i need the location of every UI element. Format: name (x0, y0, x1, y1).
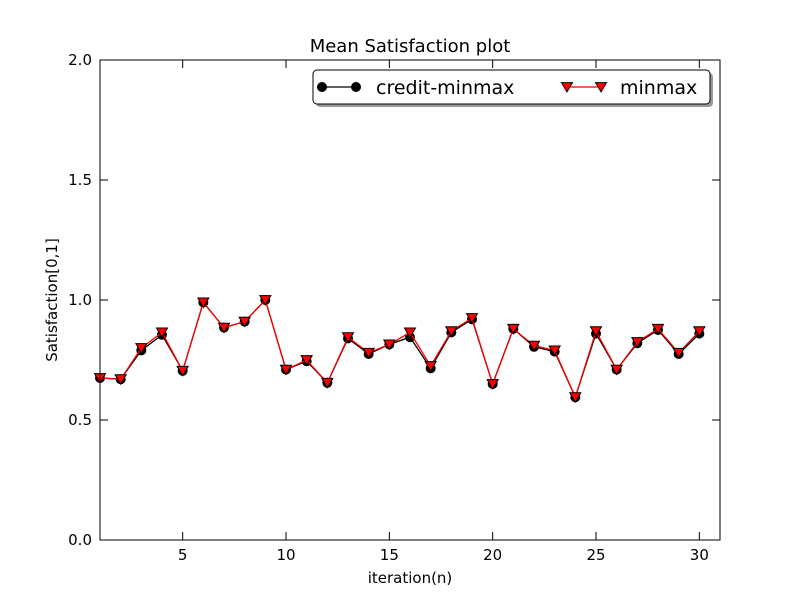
plot-frame (99, 59, 721, 541)
y-axis-title: Satisfaction[0,1] (43, 238, 61, 362)
legend-marker-credit-minmax (317, 82, 327, 92)
x-tick-label: 25 (586, 546, 605, 564)
data-point-minmax (176, 365, 190, 377)
data-point-minmax (258, 295, 272, 306)
data-point-minmax (651, 323, 665, 335)
chart-title: Mean Satisfaction plot (310, 36, 511, 57)
x-tick-label: 30 (690, 546, 709, 564)
data-point-minmax (362, 347, 376, 359)
legend-marker-minmax (594, 82, 608, 93)
series-line-minmax (99, 298, 700, 400)
x-tick-label: 5 (178, 546, 188, 564)
data-point-minmax (320, 377, 334, 389)
data-point-minmax (444, 326, 458, 338)
x-tick-label: 15 (380, 546, 399, 564)
legend: credit-minmax minmax (312, 69, 713, 107)
data-point-minmax (568, 392, 582, 404)
legend-box (312, 69, 711, 105)
data-point-minmax (155, 327, 169, 339)
x-tick-label: 20 (483, 546, 502, 564)
data-point-minmax (279, 364, 293, 376)
series-minmax (93, 295, 706, 404)
y-tick-label: 1.5 (68, 171, 92, 189)
data-point-minmax (134, 343, 148, 354)
data-point-minmax (672, 347, 686, 359)
y-tick-label: 0.0 (68, 531, 92, 549)
legend-marker-minmax (560, 82, 574, 93)
x-axis-title: iteration(n) (368, 569, 453, 587)
y-tick-label: 1.0 (68, 291, 92, 309)
y-tick-label: 2.0 (68, 51, 92, 69)
plot-background (100, 60, 720, 540)
data-point-minmax (300, 355, 314, 366)
x-tick-label: 10 (276, 546, 295, 564)
data-point-minmax (403, 327, 417, 339)
data-point-minmax (527, 340, 541, 352)
data-point-minmax (217, 322, 231, 334)
data-point-minmax (486, 379, 500, 390)
legend-label-credit-minmax: credit-minmax (376, 77, 514, 99)
data-point-minmax (424, 361, 438, 372)
data-point-minmax (238, 316, 252, 328)
data-point-minmax (506, 323, 520, 335)
data-point-minmax (465, 313, 479, 324)
data-point-minmax (341, 332, 355, 344)
y-tick-label: 0.5 (68, 411, 92, 429)
legend-label-minmax: minmax (620, 77, 697, 99)
data-point-minmax (630, 337, 644, 348)
data-point-minmax (610, 364, 624, 376)
legend-marker-credit-minmax (351, 82, 361, 92)
data-point-minmax (196, 297, 210, 309)
plot-area (100, 60, 720, 540)
plot-border (99, 59, 721, 541)
data-point-minmax (589, 326, 603, 338)
data-point-minmax (114, 374, 128, 386)
axis-ticks: 5 10 15 20 25 30 0.0 0.5 1.0 1.5 2.0 (68, 51, 720, 564)
series-layer (93, 295, 706, 404)
data-point-minmax (548, 345, 562, 357)
data-point-minmax (692, 326, 706, 338)
data-point-minmax (382, 339, 396, 351)
